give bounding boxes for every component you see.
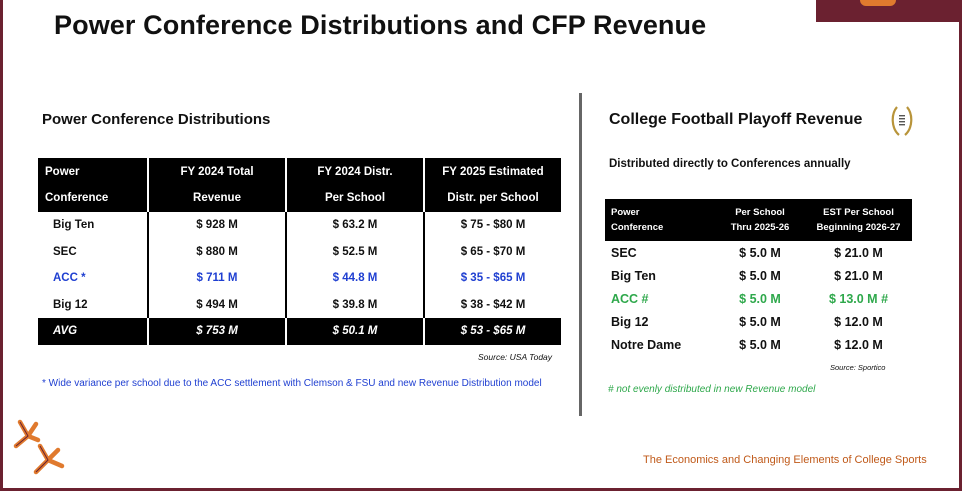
page-title: Power Conference Distributions and CFP R… bbox=[54, 10, 707, 40]
value-cell: $ 63.2 M bbox=[286, 212, 425, 239]
header-cell: Power Conference bbox=[38, 158, 149, 212]
table-row: SEC $ 880 M $ 52.5 M $ 65 - $70 M bbox=[38, 238, 561, 265]
corner-brand-mark bbox=[860, 0, 896, 6]
header-cell: FY 2024 Total Revenue bbox=[148, 158, 287, 212]
value-cell: $ 711 M bbox=[148, 265, 287, 292]
slide-frame-bottom bbox=[0, 488, 962, 491]
value-cell: $ 5.0 M bbox=[739, 291, 781, 306]
slide-frame-left bbox=[0, 0, 3, 491]
cfp-trophy-icon bbox=[891, 106, 913, 136]
conference-cell: Notre Dame bbox=[611, 337, 682, 352]
value-cell: $ 35 - $65 M bbox=[460, 272, 526, 285]
header-cell: FY 2024 Distr. Per School bbox=[286, 158, 425, 212]
value-cell: $ 12.0 M bbox=[834, 337, 883, 352]
average-row: AVG $ 753 M $ 50.1 M $ 53 - $65 M bbox=[38, 318, 561, 345]
value-cell: $ 52.5 M bbox=[286, 238, 425, 265]
value-cell: $ 39.8 M bbox=[286, 291, 425, 318]
distributions-header-row: Power Conference FY 2024 Total Revenue FY … bbox=[38, 158, 561, 212]
conference-cell: SEC bbox=[38, 238, 149, 265]
header-cell: EST Per School Beginning 2026-27 bbox=[805, 199, 912, 241]
table-row-highlighted: ACC * $ 711 M $ 44.8 M $ 35 - $65 M bbox=[38, 265, 561, 292]
left-panel-heading: Power Conference Distributions bbox=[42, 111, 271, 128]
table-row: SEC $ 5.0 M $ 21.0 M bbox=[605, 241, 912, 264]
avg-value-cell: $ 53 - $65 M bbox=[424, 318, 561, 345]
distributions-table: Power Conference FY 2024 Total Revenue FY … bbox=[38, 158, 561, 345]
conference-cell: ACC # bbox=[611, 291, 649, 306]
avg-label-cell: AVG bbox=[38, 318, 149, 345]
table-row: Big Ten $ 928 M $ 63.2 M $ 75 - $80 M bbox=[38, 212, 561, 239]
value-cell: $ 65 - $70 M bbox=[460, 245, 526, 258]
corner-brand-tab bbox=[816, 0, 962, 22]
value-cell: $ 5.0 M bbox=[739, 268, 781, 283]
table-row-highlighted: ACC # $ 5.0 M $ 13.0 M # bbox=[605, 287, 912, 310]
cfp-revenue-table: Power Conference Per School Thru 2025-26 E… bbox=[605, 199, 912, 356]
hokie-feet-logo bbox=[13, 419, 65, 475]
conference-cell: Big 12 bbox=[611, 314, 649, 329]
header-cell: Power Conference bbox=[605, 199, 715, 241]
value-cell: $ 21.0 M bbox=[834, 268, 883, 283]
table-row: Big 12 $ 494 M $ 39.8 M $ 38 - $42 M bbox=[38, 291, 561, 318]
value-cell: $ 880 M bbox=[148, 238, 287, 265]
conference-cell: Big Ten bbox=[611, 268, 656, 283]
slide-frame-right bbox=[959, 0, 962, 491]
value-cell: $ 44.8 M bbox=[286, 265, 425, 292]
panel-divider bbox=[579, 93, 582, 416]
value-cell: $ 75 - $80 M bbox=[460, 219, 526, 232]
table-row: Big Ten $ 5.0 M $ 21.0 M bbox=[605, 264, 912, 287]
value-cell: $ 21.0 M bbox=[834, 245, 883, 260]
value-cell: $ 12.0 M bbox=[834, 314, 883, 329]
left-footnote: * Wide variance per school due to the AC… bbox=[42, 378, 542, 389]
footer-caption: The Economics and Changing Elements of C… bbox=[643, 454, 927, 466]
right-panel-subheading: Distributed directly to Conferences annu… bbox=[609, 158, 851, 170]
conference-cell: Big Ten bbox=[38, 212, 149, 239]
left-source-note: Source: USA Today bbox=[478, 352, 553, 362]
avg-value-cell: $ 50.1 M bbox=[286, 318, 425, 345]
right-panel-heading: College Football Playoff Revenue bbox=[609, 111, 863, 128]
header-cell: FY 2025 Estimated Distr. per School bbox=[424, 158, 561, 212]
cfp-header-row: Power Conference Per School Thru 2025-26 E… bbox=[605, 199, 912, 241]
value-cell: $ 5.0 M bbox=[739, 245, 781, 260]
table-row: Big 12 $ 5.0 M $ 12.0 M bbox=[605, 310, 912, 333]
right-source-note: Source: Sportico bbox=[830, 363, 886, 372]
conference-cell: ACC * bbox=[38, 265, 149, 292]
value-cell: $ 13.0 M # bbox=[828, 291, 889, 306]
value-cell: $ 5.0 M bbox=[739, 337, 781, 352]
avg-value-cell: $ 753 M bbox=[148, 318, 287, 345]
header-cell: Per School Thru 2025-26 bbox=[715, 199, 805, 241]
value-cell: $ 928 M bbox=[148, 212, 287, 239]
table-row: Notre Dame $ 5.0 M $ 12.0 M bbox=[605, 333, 912, 356]
conference-cell: Big 12 bbox=[38, 291, 149, 318]
value-cell: $ 5.0 M bbox=[739, 314, 781, 329]
right-footnote: # not evenly distributed in new Revenue … bbox=[608, 384, 816, 395]
value-cell: $ 494 M bbox=[148, 291, 287, 318]
conference-cell: SEC bbox=[611, 245, 637, 260]
value-cell: $ 38 - $42 M bbox=[460, 298, 526, 311]
